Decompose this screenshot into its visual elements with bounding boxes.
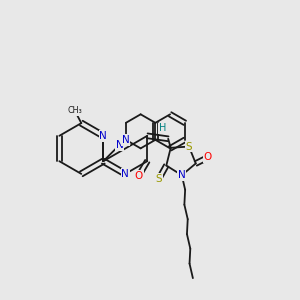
Text: S: S	[186, 142, 192, 152]
Text: N: N	[122, 169, 129, 179]
Text: O: O	[204, 152, 212, 163]
Text: N: N	[99, 131, 107, 141]
Text: N: N	[122, 135, 130, 145]
Text: H: H	[158, 123, 166, 134]
Text: S: S	[155, 174, 162, 184]
Text: O: O	[135, 170, 143, 181]
Text: N: N	[178, 170, 186, 180]
Text: CH₃: CH₃	[68, 106, 82, 115]
Text: N: N	[116, 140, 124, 150]
